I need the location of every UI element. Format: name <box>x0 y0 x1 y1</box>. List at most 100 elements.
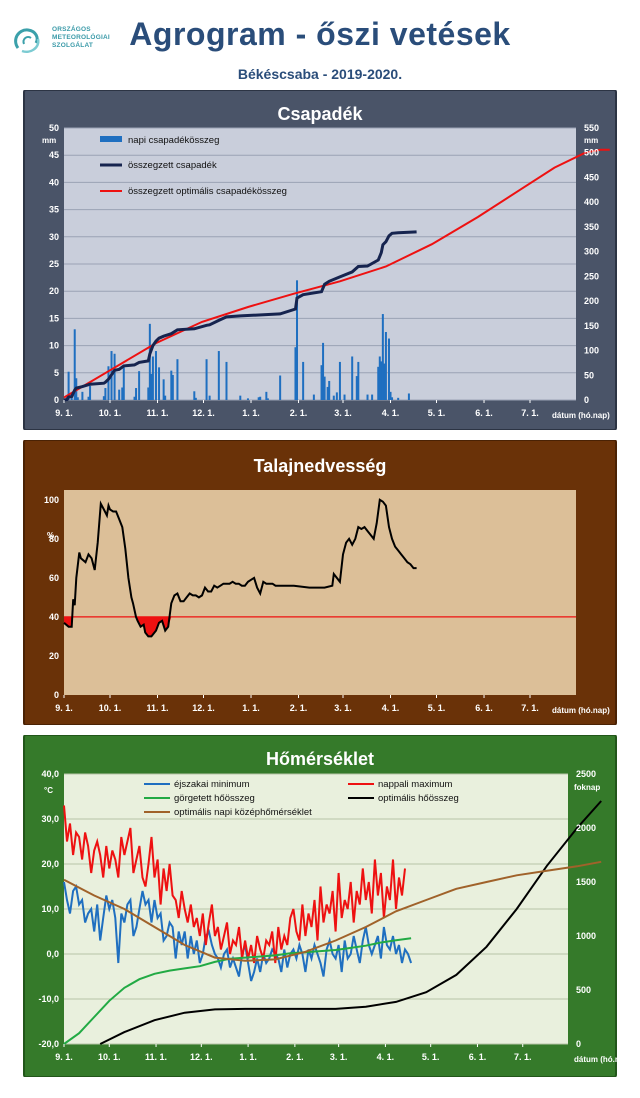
y2-tick-label: 2500 <box>576 769 596 779</box>
y-tick-label: 30,0 <box>41 814 59 824</box>
logo-line-2: METEOROLÓGIAI <box>52 34 110 41</box>
x-tick-label: 12. 1. <box>192 703 215 713</box>
bar <box>217 351 220 400</box>
series-line <box>63 230 417 402</box>
x-tick-label: 11. 1. <box>145 1052 167 1062</box>
bar <box>320 365 323 400</box>
y-tick-label: 0 <box>54 690 59 700</box>
lines <box>63 498 576 638</box>
lines <box>63 800 602 1045</box>
bar <box>246 398 249 400</box>
y-tick-label: 40 <box>49 177 59 187</box>
y-tick-label: 30 <box>49 232 59 242</box>
y2-tick-label: 1000 <box>576 931 596 941</box>
x-tick-label: 1. 1. <box>242 408 260 418</box>
bar <box>176 359 179 400</box>
bar <box>328 380 331 400</box>
bar <box>164 395 167 400</box>
y-tick-label: 25 <box>49 259 59 269</box>
legend-label: nappali maximum <box>378 779 453 790</box>
bar <box>239 395 242 400</box>
y-tick-label: 40 <box>49 612 59 622</box>
legend-label: napi csapadékösszeg <box>128 135 219 146</box>
x-tick-label: 7. 1. <box>521 703 539 713</box>
logo-text: ORSZÁGOS METEOROLÓGIAI SZOLGÁLAT <box>52 26 110 50</box>
precipitation-panel: Csapadék 0510152025303540455005010015020… <box>23 90 617 430</box>
bar <box>397 397 400 400</box>
x-tick-label: 1. 1. <box>239 1052 257 1062</box>
logo-swirl-icon <box>14 28 40 53</box>
x-tick-label: 3. 1. <box>330 1052 348 1062</box>
bar <box>133 396 136 400</box>
y-tick-label: 45 <box>49 150 59 160</box>
x-tick-label: 4. 1. <box>382 703 400 713</box>
x-tick-label: 7. 1. <box>514 1052 532 1062</box>
bar <box>294 347 297 400</box>
y-tick-label: 15 <box>49 313 59 323</box>
legend: éjszakai minimum nappali maximum görgete… <box>144 779 459 818</box>
bar <box>135 388 138 400</box>
y-axis-unit: °C <box>44 786 53 795</box>
bar <box>170 370 173 400</box>
deficit-fill <box>64 616 417 637</box>
x-tick-label: 1. 1. <box>242 703 260 713</box>
x-tick-label: 10. 1. <box>99 408 122 418</box>
bar <box>148 323 151 400</box>
y2-tick-label: 150 <box>584 321 599 331</box>
x-tick-label: 5. 1. <box>428 703 446 713</box>
bar <box>391 397 394 400</box>
bar <box>194 397 197 400</box>
x-tick-label: 2. 1. <box>290 408 308 418</box>
bar <box>326 386 329 400</box>
chart-title: Talajnedvesség <box>254 456 387 476</box>
y-tick-label: 80 <box>49 534 59 544</box>
bar <box>312 394 315 400</box>
bar <box>118 389 121 400</box>
x-tick-label: 2. 1. <box>286 1052 304 1062</box>
bar <box>322 342 325 400</box>
x-tick-label: 2. 1. <box>290 703 308 713</box>
x-tick-label: 12. 1. <box>192 408 215 418</box>
y2-tick-label: 300 <box>584 247 599 257</box>
bar <box>389 391 392 400</box>
x-tick-label: 3. 1. <box>334 408 352 418</box>
y-tick-label: 35 <box>49 205 59 215</box>
legend-label: összegzett optimális csapadékösszeg <box>128 186 287 197</box>
bar <box>279 375 282 400</box>
chart-title: Csapadék <box>277 104 363 124</box>
bar <box>104 388 107 400</box>
bar <box>122 364 125 400</box>
series-line <box>63 805 406 964</box>
y-tick-label: 20,0 <box>41 859 59 869</box>
y2-tick-label: 350 <box>584 222 599 232</box>
bar <box>387 338 390 400</box>
y2-tick-label: 100 <box>584 346 599 356</box>
y-tick-label: 0 <box>54 395 59 405</box>
bar <box>138 371 141 400</box>
y-tick-label: 100 <box>44 495 59 505</box>
series-line <box>99 800 602 1045</box>
x-tick-label: 5. 1. <box>422 1052 440 1062</box>
axes: 0 20 40 60 80 100 9. 1. 10. 1. 11. 1. 12. 1. 1. 1.… <box>44 495 539 713</box>
bar <box>296 280 299 400</box>
page-subtitle: Békéscsaba - 2019-2020. <box>237 66 403 82</box>
bar <box>335 392 338 400</box>
x-tick-label: 6. 1. <box>475 703 493 713</box>
y2-tick-label: 0 <box>584 395 589 405</box>
series-line <box>63 148 610 399</box>
bar <box>171 374 174 400</box>
y2-tick-label: 0 <box>576 1039 581 1049</box>
y2-tick-label: 550 <box>584 123 599 133</box>
legend-label: optimális hőösszeg <box>378 793 459 804</box>
bar <box>87 396 90 400</box>
logo-line-3: SZOLGÁLAT <box>52 42 94 49</box>
logo-line-1: ORSZÁGOS <box>52 26 91 33</box>
bar <box>266 398 269 400</box>
bar <box>265 391 268 400</box>
bar <box>384 332 387 400</box>
y2-axis-unit: mm <box>584 136 598 145</box>
page-title: Agrogram - őszi vetések <box>129 16 511 52</box>
y-tick-label: -10,0 <box>38 994 59 1004</box>
bar <box>371 394 374 400</box>
bar <box>107 366 110 400</box>
